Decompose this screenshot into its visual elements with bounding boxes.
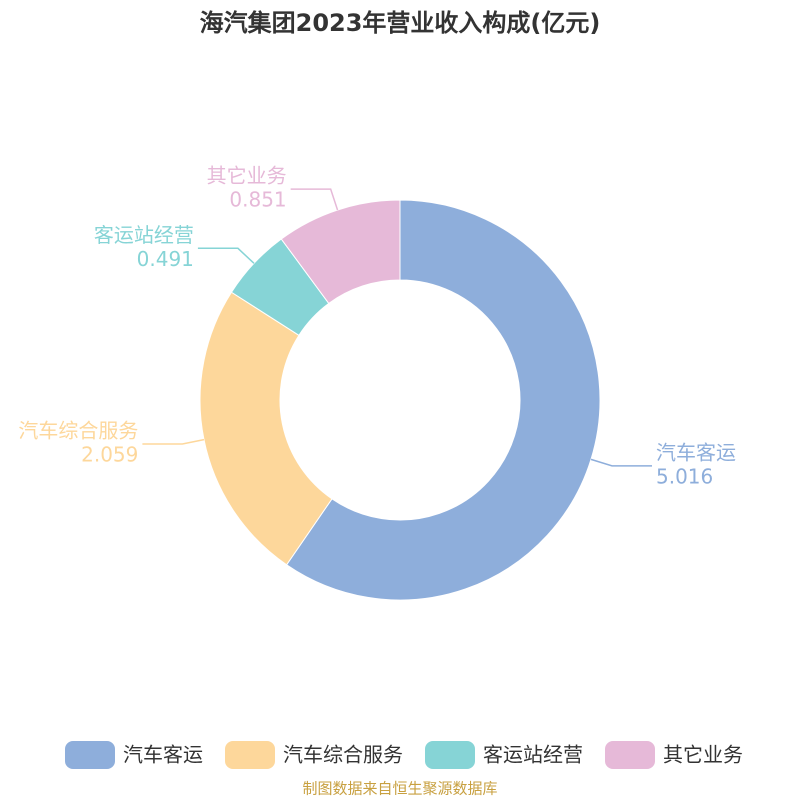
chart-title: 海汽集团2023年营业收入构成(亿元) — [200, 9, 601, 37]
legend-swatch — [605, 741, 655, 769]
slice-label: 其它业务 — [207, 164, 287, 188]
donut-slice — [285, 199, 601, 601]
slice-value: 0.851 — [229, 188, 286, 212]
slice-value: 5.016 — [656, 464, 713, 488]
slice-label: 客运站经营 — [94, 223, 194, 247]
leader-line — [197, 247, 255, 264]
donut-slice — [199, 291, 333, 566]
leader-line — [590, 458, 652, 467]
slice-label: 汽车综合服务 — [18, 418, 138, 442]
legend-swatch — [425, 741, 475, 769]
slice-value: 2.059 — [81, 442, 138, 466]
leader-line — [142, 438, 205, 445]
slice-label: 汽车客运 — [656, 440, 736, 464]
legend-swatch — [65, 741, 115, 769]
source: 制图数据来自恒生聚源数据库 — [302, 780, 497, 798]
legend-label: 其它业务 — [663, 743, 743, 767]
leader-line — [290, 188, 339, 211]
legend-label: 汽车客运 — [123, 743, 203, 767]
slice-value: 0.491 — [137, 247, 194, 271]
donut-slice — [280, 199, 401, 305]
legend-label: 汽车综合服务 — [283, 743, 403, 767]
legend-label: 客运站经营 — [483, 743, 583, 767]
legend-swatch — [225, 741, 275, 769]
